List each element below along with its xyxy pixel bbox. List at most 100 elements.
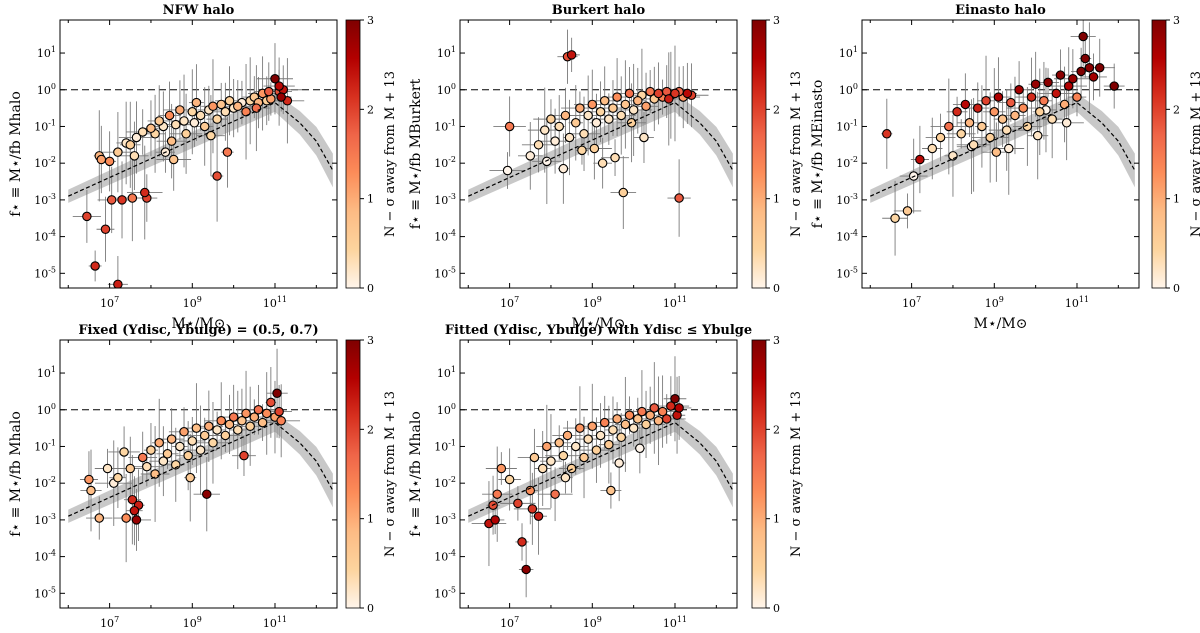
panel-3: 107 109 1011 10-5 10-4 10-3 10-2 10-1 100 101 Eina… [810,3,1200,332]
data-point [199,430,210,441]
plot-frame [861,19,1140,289]
data-point [129,505,140,516]
data-point [82,211,92,222]
data-point [216,99,226,110]
data-point [591,445,602,455]
data-point [187,436,198,446]
panel-4: 107 109 1011 10-5 10-4 10-3 10-2 10-1 100 101 Fixe… [8,323,398,630]
data-point [560,472,571,483]
data-point [164,110,175,121]
y-tick-label: 10-5 [434,585,456,600]
data-point [237,416,247,426]
x-tick-label: 107 [100,295,119,310]
colorbar [1151,19,1167,289]
data-point [997,114,1008,124]
data-point [540,125,550,135]
panel-2: 107 109 1011 10-5 10-4 10-3 10-2 10-1 100 101 Burk… [408,3,804,332]
y-tick-label: 100 [437,402,456,417]
data-point [575,423,585,433]
data-point [661,414,672,424]
data-point [204,421,214,432]
data-point [228,412,239,422]
data-point [496,463,507,474]
data-point [595,430,606,441]
data-point [616,432,626,443]
y-axis-label: f⋆ ≡ M⋆/fb MEinasto [810,80,826,229]
data-point [915,154,925,165]
y-tick-label: 10-1 [34,438,56,453]
data-point [90,261,100,271]
data-point [525,151,536,161]
data-point [1004,143,1014,154]
y-tick-label: 10-2 [34,155,56,170]
data-point [224,96,235,106]
data-point [175,105,185,115]
data-point [492,489,502,499]
y-tick-label: 10-3 [34,512,56,527]
data-point [125,463,136,474]
data-point [533,511,544,521]
data-point [960,99,971,110]
data-point [1047,114,1057,124]
data-point [181,129,191,139]
data-point [106,195,117,205]
data-point [935,132,946,143]
data-point [1068,73,1078,84]
data-point [577,145,587,156]
plot-frame [459,339,738,609]
data-point [977,121,987,132]
x-tick-label: 107 [500,615,519,630]
data-point [166,136,177,146]
colorbar [751,339,767,609]
data-point [183,450,193,461]
data-point [579,452,589,463]
y-tick-label: 10-4 [34,229,56,244]
data-point [639,132,649,143]
data-point [257,417,268,428]
y-tick-label: 10-4 [434,549,456,564]
x-axis-label: M⋆/M⊙ [974,316,1028,332]
data-point [208,438,218,448]
data-point [127,494,138,505]
data-point [674,193,684,203]
data-point [641,101,651,112]
data-point [595,107,606,117]
data-point [562,430,573,441]
data-point [154,438,164,448]
data-point [542,156,552,167]
data-point [575,103,585,113]
data-point [1014,85,1024,95]
y-tick-label: 10-5 [34,265,56,280]
data-point [558,163,569,174]
y-tick-label: 10-3 [836,192,858,207]
data-point [583,434,593,444]
data-point [529,452,540,463]
data-point [890,213,900,223]
data-point [1078,31,1088,42]
data-point [550,136,560,146]
data-point [502,165,513,176]
plot-area [460,356,737,598]
data-point [604,114,614,124]
data-point [653,88,664,99]
data-point [264,86,274,97]
data-point [137,452,148,463]
plot-frame [59,339,338,609]
data-point [620,419,631,430]
data-point [948,151,958,161]
y-tick-label: 10-5 [836,265,858,280]
colorbar-tick-label: 1 [1173,193,1180,206]
data-point [537,463,548,474]
data-point [140,187,150,198]
colorbar-tick-label: 1 [367,513,374,526]
data-point [610,152,620,163]
colorbar-tick-label: 1 [367,193,374,206]
data-point [94,513,105,523]
data-point [1026,92,1037,102]
data-point [521,564,531,575]
data-point [261,408,272,419]
data-point [606,485,616,496]
data-point [674,403,684,413]
data-point [504,121,515,132]
data-point [618,187,629,198]
